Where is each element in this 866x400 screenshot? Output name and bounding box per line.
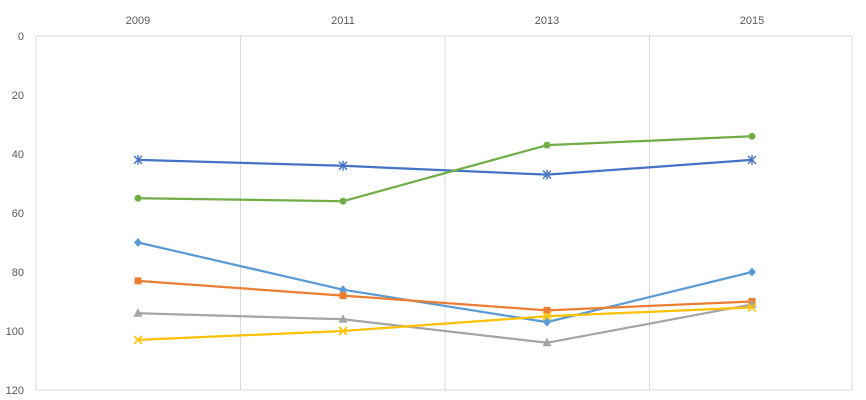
series-2 [134,132,756,205]
y-tick-label: 0 [18,31,24,43]
data-point [339,292,347,300]
gridlines [240,36,650,390]
data-point [748,267,756,277]
series-line [137,135,753,203]
series-6 [133,302,757,345]
plot-area [35,35,853,391]
data-point [134,194,142,202]
series-line [137,303,753,344]
x-tick-label: 2015 [740,15,764,27]
data-point [543,317,551,327]
series-group [133,132,757,347]
y-tick-label: 120 [6,385,24,397]
x-axis-tick-labels: 2009 2011 2013 2015 [126,15,764,27]
data-point [134,238,142,247]
x-tick-label: 2013 [535,15,559,27]
data-point [542,169,552,180]
series-line [137,158,753,176]
plot-border [35,35,853,391]
data-point [747,154,757,165]
y-tick-label: 80 [12,267,24,279]
x-tick-label: 2009 [126,15,150,27]
series-line [137,306,753,341]
y-tick-label: 100 [6,326,24,338]
series-5 [133,299,757,347]
data-point [748,132,756,140]
data-point [338,326,348,336]
data-point [542,311,552,321]
data-point [543,141,551,149]
data-point [133,154,143,165]
series-line [137,279,753,312]
data-point [133,335,143,345]
data-point [338,160,348,171]
data-point [133,308,143,317]
data-point [542,337,552,347]
series-line [137,241,753,324]
y-tick-label: 60 [12,208,24,220]
y-tick-label: 40 [12,149,24,161]
y-axis-tick-labels: 0 20 40 60 80 100 120 [6,31,24,397]
data-point [134,277,142,285]
data-point [338,314,348,323]
data-point [339,285,347,295]
data-point [543,306,551,314]
x-tick-label: 2011 [331,15,355,27]
y-tick-label: 20 [12,90,24,102]
series-3 [134,238,756,327]
data-point [747,302,757,312]
series-1 [133,154,757,180]
data-point [339,197,347,205]
